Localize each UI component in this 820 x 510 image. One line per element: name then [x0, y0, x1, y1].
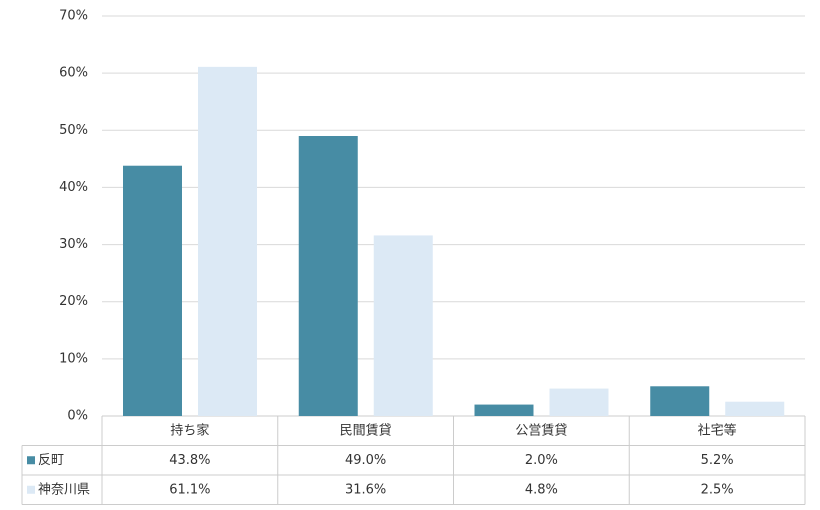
table-value: 43.8%	[169, 453, 210, 468]
bar	[298, 136, 358, 416]
table-value: 31.6%	[345, 482, 386, 497]
legend-label: 反町	[38, 453, 64, 468]
legend-label: 神奈川県	[38, 482, 90, 497]
bar	[123, 165, 182, 416]
bar	[549, 388, 609, 416]
bar	[725, 401, 785, 416]
table-value: 2.5%	[701, 482, 734, 497]
x-tick-label: 社宅等	[698, 422, 737, 438]
y-tick-label: 10%	[59, 351, 88, 366]
y-tick-label: 40%	[59, 180, 88, 195]
y-tick-label: 50%	[59, 123, 88, 138]
x-tick-label: 公営賃貸	[515, 422, 567, 438]
y-tick-label: 60%	[59, 66, 88, 81]
table-value: 49.0%	[345, 453, 386, 468]
table-value: 5.2%	[701, 453, 734, 468]
legend-swatch	[27, 485, 35, 494]
bar	[198, 66, 257, 416]
bar	[474, 404, 534, 416]
table-value: 61.1%	[169, 482, 210, 497]
legend-swatch	[27, 456, 35, 465]
bar	[650, 386, 710, 416]
y-tick-label: 20%	[59, 294, 88, 309]
bar	[373, 235, 433, 416]
y-tick-label: 0%	[67, 409, 88, 424]
table-value: 2.0%	[525, 453, 558, 468]
y-tick-label: 70%	[59, 9, 88, 24]
table-value: 4.8%	[525, 482, 558, 497]
x-tick-label: 持ち家	[170, 422, 209, 438]
y-tick-label: 30%	[59, 237, 88, 252]
x-tick-label: 民間賃貸	[340, 422, 392, 438]
